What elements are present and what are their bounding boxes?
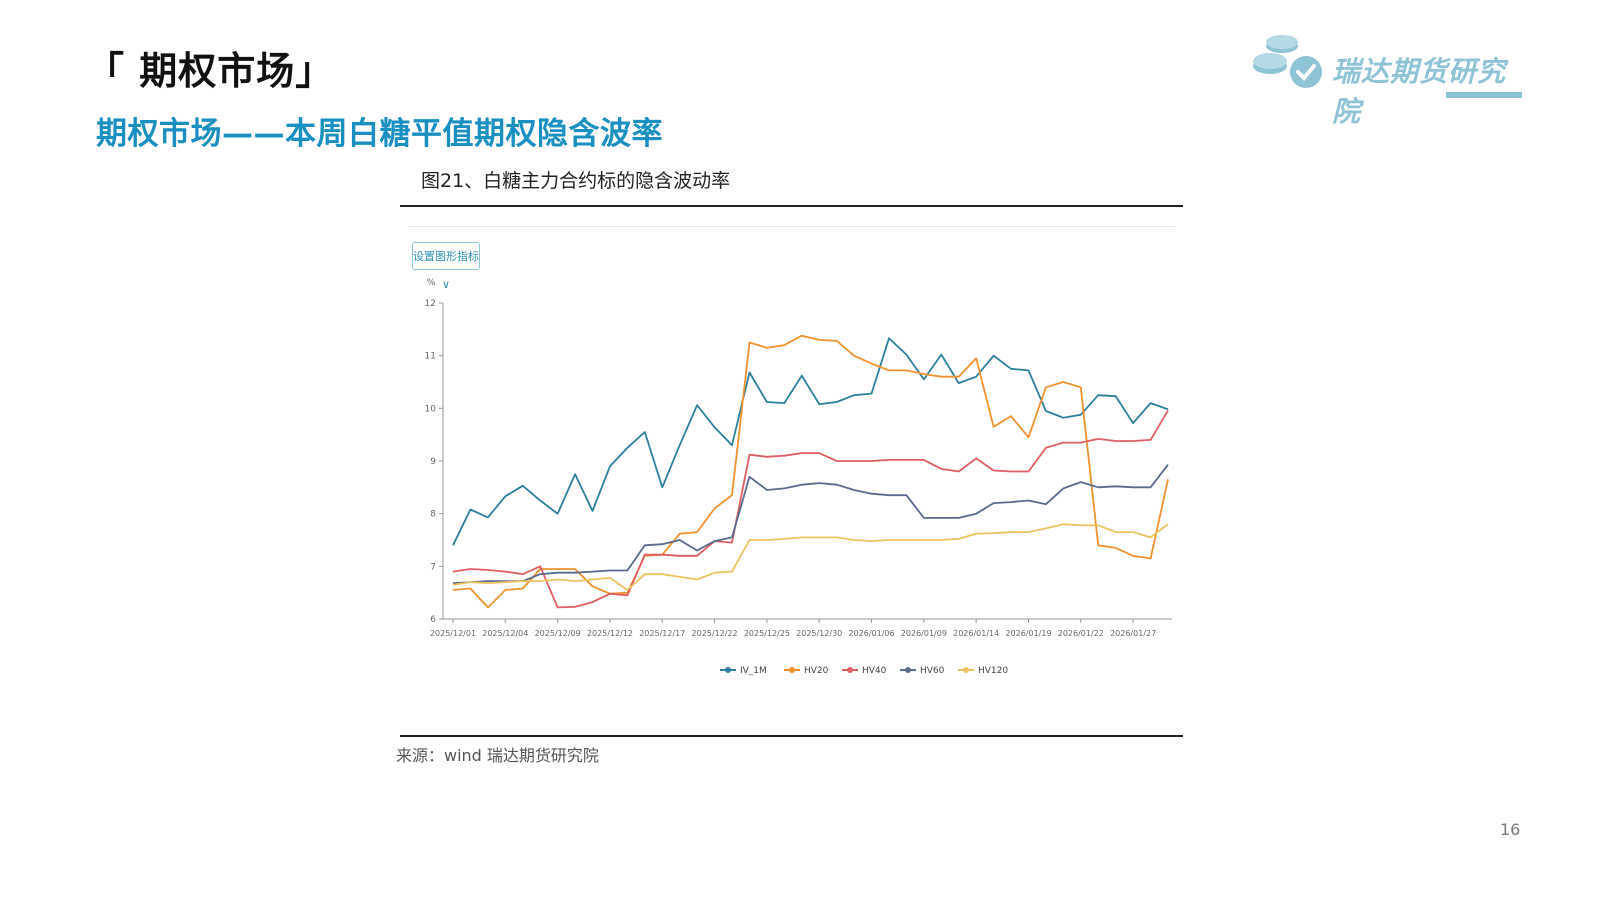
x-tick-label: 2025/12/17 [639, 629, 685, 638]
chart-frame [408, 226, 1175, 697]
legend-marker-dot [789, 667, 795, 673]
x-tick-label: 2025/12/25 [744, 629, 790, 638]
series-line-hv20 [452, 334, 1169, 609]
y-tick-label: 7 [430, 562, 436, 572]
figure-bottom-rule [400, 735, 1183, 737]
company-logo: 瑞达期货研究院 [1252, 30, 1532, 128]
y-tick-label: 9 [430, 457, 436, 467]
x-tick-label: 2025/12/12 [587, 629, 633, 638]
x-tick-label: 2025/12/22 [692, 629, 738, 638]
x-tick-label: 2026/01/06 [848, 629, 894, 638]
legend-marker-dot [963, 667, 969, 673]
legend-label: HV40 [862, 666, 887, 676]
page-subtitle: 期权市场——本周白糖平值期权隐含波率 [96, 116, 663, 152]
legend-marker-dot [905, 667, 911, 673]
section-title: 「 期权市场」 [86, 49, 335, 93]
x-tick-label: 2025/12/04 [482, 629, 528, 638]
figure-source: 来源：wind 瑞达期货研究院 [396, 746, 599, 765]
figure-top-rule [400, 205, 1183, 207]
x-tick-label: 2026/01/09 [901, 629, 947, 638]
y-tick-label: 6 [430, 615, 436, 625]
page-number: 16 [1500, 820, 1521, 839]
y-tick-label: 10 [425, 404, 437, 414]
figure-title: 图21、白糖主力合约标的隐含波动率 [421, 170, 731, 192]
y-tick-label: 11 [425, 352, 436, 362]
x-tick-label: 2025/12/09 [535, 629, 581, 638]
logo-text: 瑞达期货研究院 [1332, 55, 1507, 128]
legend-label: HV120 [978, 666, 1008, 676]
x-tick-label: 2025/12/01 [430, 629, 476, 638]
x-tick-label: 2025/12/30 [796, 629, 842, 638]
x-tick-label: 2026/01/19 [1005, 629, 1051, 638]
series-line-iv-1m [452, 337, 1169, 546]
x-tick-label: 2026/01/27 [1110, 629, 1156, 638]
legend-label: HV60 [920, 666, 945, 676]
y-tick-label: 12 [425, 299, 436, 309]
legend-marker-dot [847, 667, 853, 673]
series-line-hv60 [452, 464, 1169, 585]
legend-marker-dot [725, 667, 731, 673]
y-axis-label: % [427, 278, 436, 288]
legend-label: HV20 [804, 666, 829, 676]
series-line-hv40 [452, 409, 1169, 609]
chart-settings-button[interactable]: 设置图形指标 ∨ [412, 242, 480, 291]
x-tick-label: 2026/01/22 [1058, 629, 1104, 638]
legend-label: IV_1M [740, 666, 767, 676]
x-tick-label: 2026/01/14 [953, 629, 999, 638]
coins-logo-icon [1253, 35, 1322, 88]
series-line-hv120 [452, 523, 1169, 591]
logo-underline [1446, 92, 1522, 98]
y-tick-label: 8 [430, 510, 436, 520]
